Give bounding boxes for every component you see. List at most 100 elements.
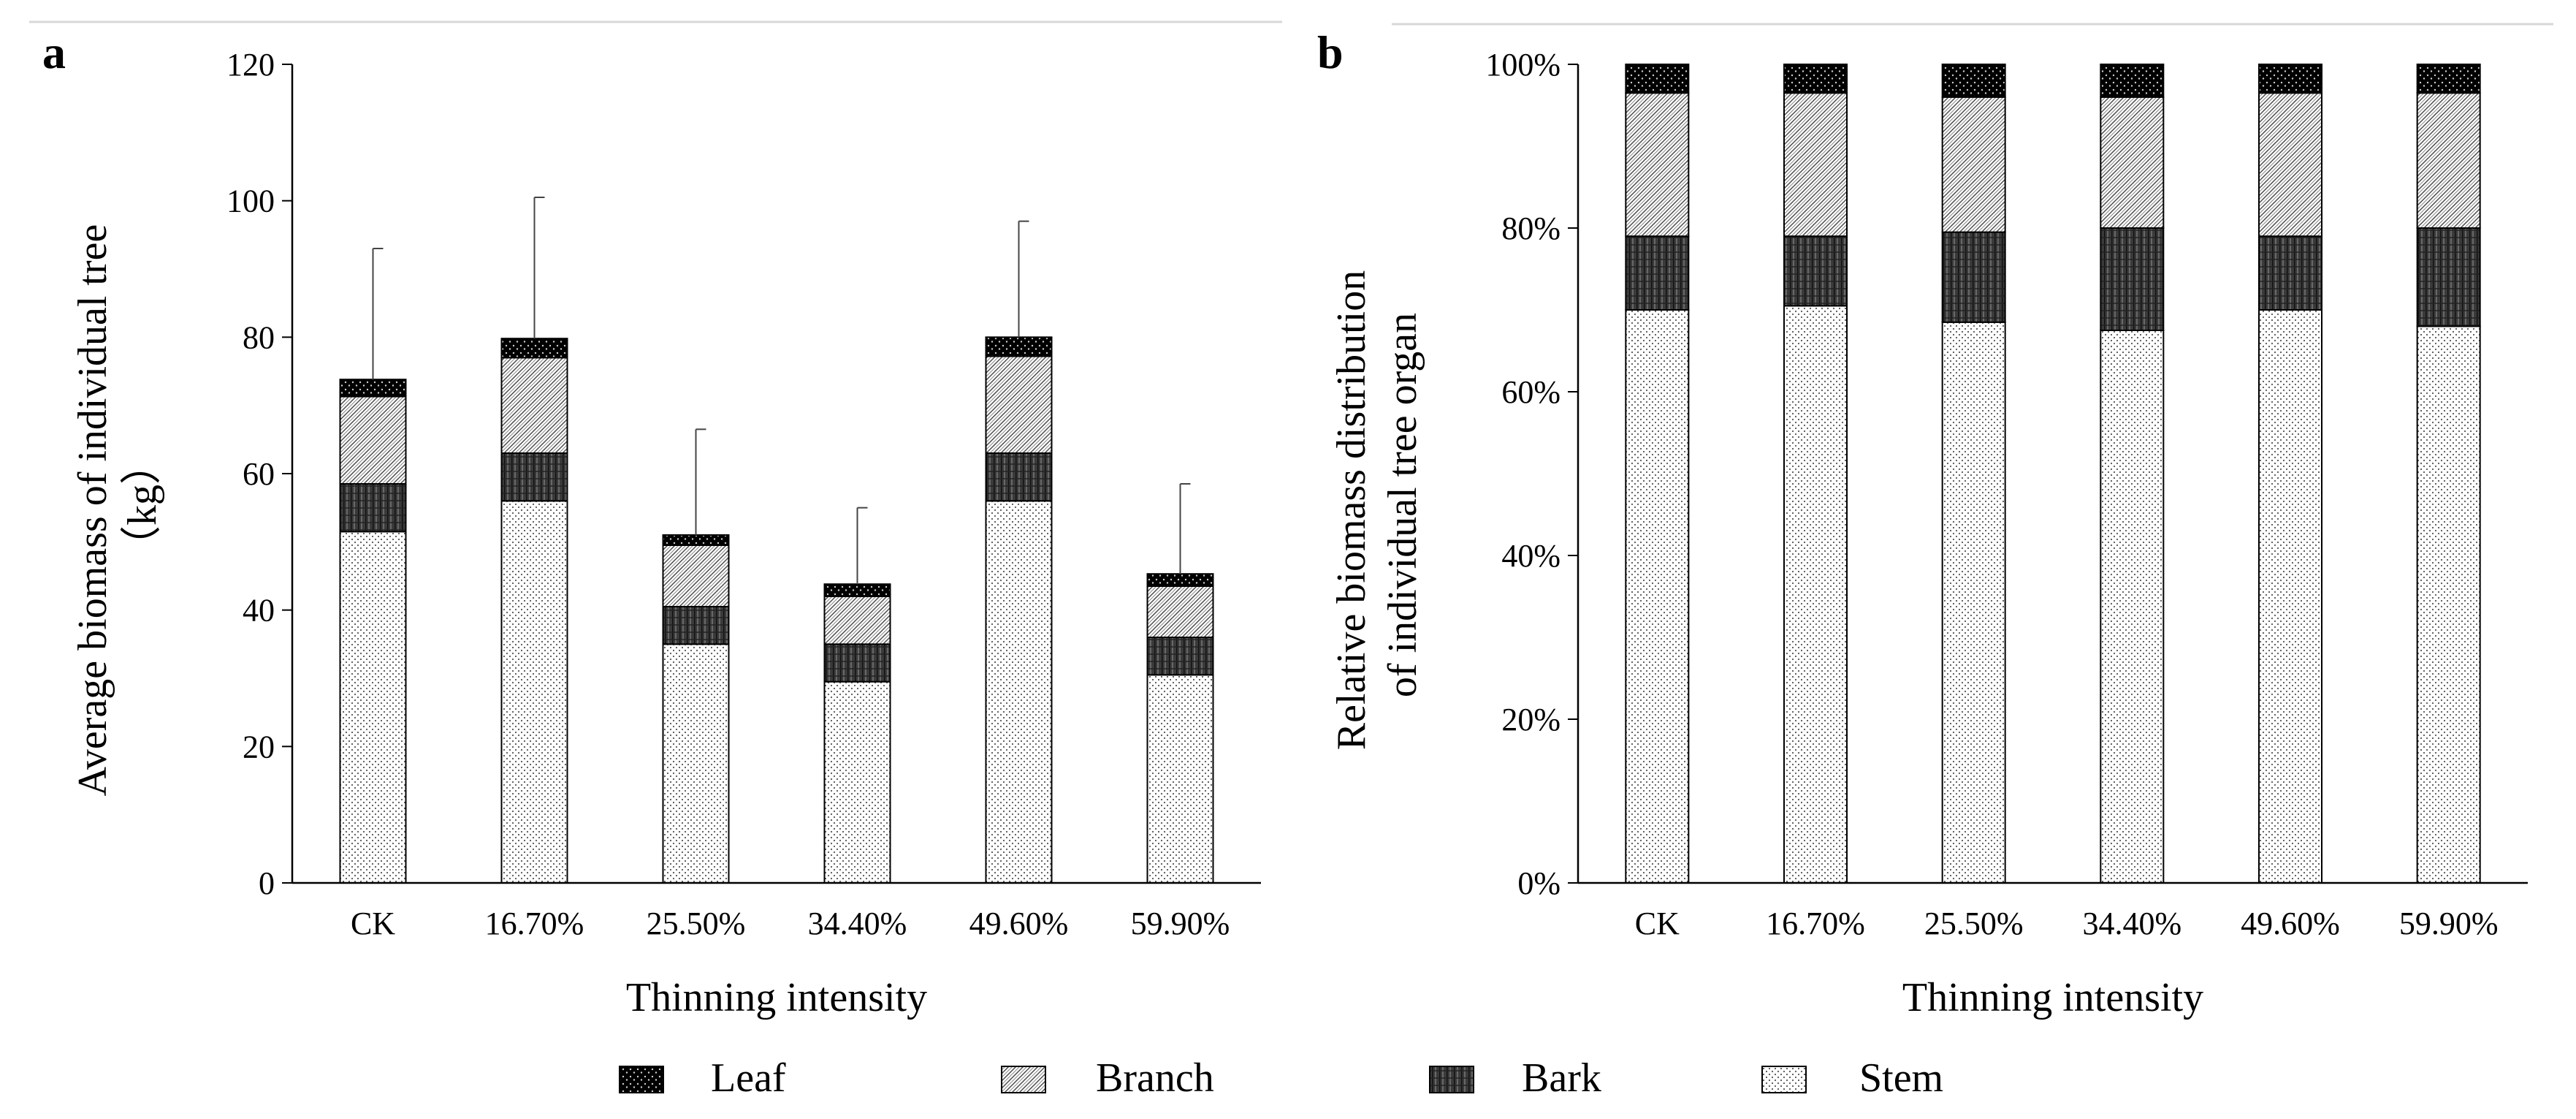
panel-b-bar-59-90pct-bark [2416, 227, 2481, 327]
panel-a-ytick-label-4: 80 [243, 319, 275, 355]
panel-a-bar-16-70pct-bark [500, 452, 568, 502]
panel-b-bar-16-70pct-bark [1783, 235, 1848, 307]
panel-b-bar-49-60pct-bark [2258, 235, 2322, 311]
panel-a-bar-16-70pct-leaf [500, 338, 568, 359]
panel-b-ytick-label-1: 20% [1501, 702, 1561, 737]
panel-a-bar-34-40pct-leaf [823, 583, 891, 598]
panel-a-ytick-label-0: 0 [259, 865, 275, 901]
panel-a-ylabel-line2: （kg） [120, 444, 165, 566]
panel-a-bar-34-40pct-bark [823, 643, 891, 683]
panel-b-ylabel: Relative biomass distribution of individ… [1329, 260, 1425, 750]
panel-b-bar-34-40pct-bark [2100, 227, 2165, 331]
panel-a-ytick-label-5: 100 [226, 183, 275, 219]
panel-a-bar-25-50pct-leaf [662, 534, 730, 546]
panel-b-bar-34-40pct-stem [2100, 330, 2165, 884]
panel-a-bar-25-50pct-bark [662, 606, 730, 645]
panel-b-xtick-label-16-70pct: 16.70% [1766, 906, 1865, 941]
legend-swatch-stem [1761, 1066, 1807, 1093]
panel-b-bar-16-70pct-stem [1783, 305, 1848, 884]
panel-a-ytick-label-3: 60 [243, 456, 275, 492]
panel-a-ytick-label-2: 40 [243, 593, 275, 629]
panel-a-ylabel-line1: Average biomass of individual tree [70, 224, 115, 797]
panel-a-plot: 0 20 40 60 80 100 120 CK 16.70% 25.50% 34.40% 49.60… [226, 47, 1261, 941]
panel-b-bar-59-90pct-leaf [2416, 64, 2481, 94]
panel-a-xtick-label-59-90pct: 59.90% [1131, 906, 1230, 941]
panel-b-ytick-label-2: 40% [1501, 538, 1561, 574]
panel-b-ylabel-line2: of individual tree organ [1380, 313, 1425, 697]
panel-b-xtick-label-ck: CK [1635, 906, 1680, 941]
panel-b-bar-59-90pct-branch [2416, 92, 2481, 229]
panel-a-bar-49-60pct-leaf [985, 336, 1053, 357]
panel-b-ytick-label-4: 80% [1501, 210, 1561, 246]
panel-a-bar-59-90pct-bark [1146, 637, 1214, 676]
panel-b-bar-49-60pct-stem [2258, 309, 2322, 884]
panel-a-bar-ck-branch [339, 395, 407, 485]
panel-b-bar-25-50pct-branch [1941, 96, 2006, 233]
panel-b: b Thinning intensity Relative biomass di… [1317, 23, 2553, 1020]
panel-b-bar-34-40pct-branch [2100, 96, 2165, 229]
panel-a-bar-59-90pct-leaf [1146, 573, 1214, 588]
panel-b-bar-59-90pct-stem [2416, 325, 2481, 884]
panel-b-bar-16-70pct-leaf [1783, 64, 1848, 94]
panel-b-xtick-label-59-90pct: 59.90% [2399, 906, 2499, 941]
legend-label-branch: Branch [1096, 1055, 1214, 1101]
legend-swatch-leaf [619, 1066, 664, 1093]
panel-a-xtick-label-ck: CK [351, 906, 395, 941]
panel-b-xlabel: Thinning intensity [1902, 975, 2203, 1020]
panel-b-ytick-label-0: 0% [1517, 865, 1561, 901]
panel-b-bar-49-60pct-branch [2258, 92, 2322, 238]
panel-a-ytick-label-6: 120 [226, 47, 275, 83]
panel-b-bar-ck-stem [1625, 309, 1690, 884]
panel-a-bar-25-50pct-stem [662, 643, 730, 884]
legend-item-bark: Bark [1429, 1055, 1601, 1101]
panel-a-bar-34-40pct-stem [823, 680, 891, 884]
legend-item-stem: Stem [1761, 1055, 1943, 1101]
panel-b-xtick-label-34-40pct: 34.40% [2083, 906, 2182, 941]
panel-a-bar-49-60pct-bark [985, 452, 1053, 502]
panel-a-label: a [42, 26, 66, 78]
panel-b-ytick-label-5: 100% [1485, 47, 1561, 83]
legend-item-leaf: Leaf [619, 1055, 786, 1101]
panel-b-label: b [1317, 26, 1344, 78]
panel-b-xtick-label-25-50pct: 25.50% [1924, 906, 2024, 941]
legend: Leaf Branch Bark Stem [619, 1055, 1943, 1101]
panel-a-bar-ck-bark [339, 483, 407, 533]
panel-b-bar-34-40pct-leaf [2100, 64, 2165, 98]
panel-b-bar-16-70pct-branch [1783, 92, 1848, 238]
panel-a-bar-ck-leaf [339, 379, 407, 398]
legend-label-leaf: Leaf [711, 1055, 786, 1101]
panel-b-bar-ck-leaf [1625, 64, 1690, 94]
panel-a-xtick-label-49-60pct: 49.60% [969, 906, 1069, 941]
panel-a-ylabel: Average biomass of individual tree （kg） [70, 214, 165, 797]
panel-b-bar-25-50pct-stem [1941, 321, 2006, 884]
panel-a-bar-49-60pct-stem [985, 500, 1053, 884]
panel-a-bar-16-70pct-branch [500, 357, 568, 455]
legend-swatch-branch [1001, 1066, 1046, 1093]
panel-a-bar-16-70pct-stem [500, 500, 568, 884]
panel-a-xlabel: Thinning intensity [626, 975, 927, 1020]
panel-a-xtick-label-16-70pct: 16.70% [485, 906, 584, 941]
panel-a-bar-59-90pct-stem [1146, 674, 1214, 884]
legend-label-bark: Bark [1522, 1055, 1601, 1101]
panel-a-bar-49-60pct-branch [985, 355, 1053, 455]
legend-item-branch: Branch [1001, 1055, 1214, 1101]
panel-a-bar-25-50pct-branch [662, 545, 730, 607]
legend-label-stem: Stem [1859, 1055, 1943, 1101]
panel-b-bar-25-50pct-leaf [1941, 64, 2006, 98]
panel-b-bar-ck-bark [1625, 235, 1690, 311]
panel-a-ytick-label-1: 20 [243, 729, 275, 765]
panel-b-bar-25-50pct-bark [1941, 231, 2006, 323]
panel-b-plot: 0% 20% 40% 60% 80% 100% CK 16.70% 25.50% 34.40% 49… [1485, 47, 2528, 941]
panel-a-bar-34-40pct-branch [823, 596, 891, 645]
panel-a-xtick-label-34-40pct: 34.40% [808, 906, 907, 941]
panel-a: a Thinning intensity Average biomass of … [29, 20, 1282, 1020]
panel-b-bar-49-60pct-leaf [2258, 64, 2322, 94]
panel-a-xtick-label-25-50pct: 25.50% [647, 906, 746, 941]
panel-b-ytick-label-3: 60% [1501, 374, 1561, 410]
panel-b-xtick-label-49-60pct: 49.60% [2241, 906, 2340, 941]
panel-a-bar-59-90pct-branch [1146, 585, 1214, 638]
legend-swatch-bark [1429, 1066, 1474, 1093]
panel-a-bar-ck-stem [339, 531, 407, 884]
panel-b-bar-ck-branch [1625, 92, 1690, 238]
